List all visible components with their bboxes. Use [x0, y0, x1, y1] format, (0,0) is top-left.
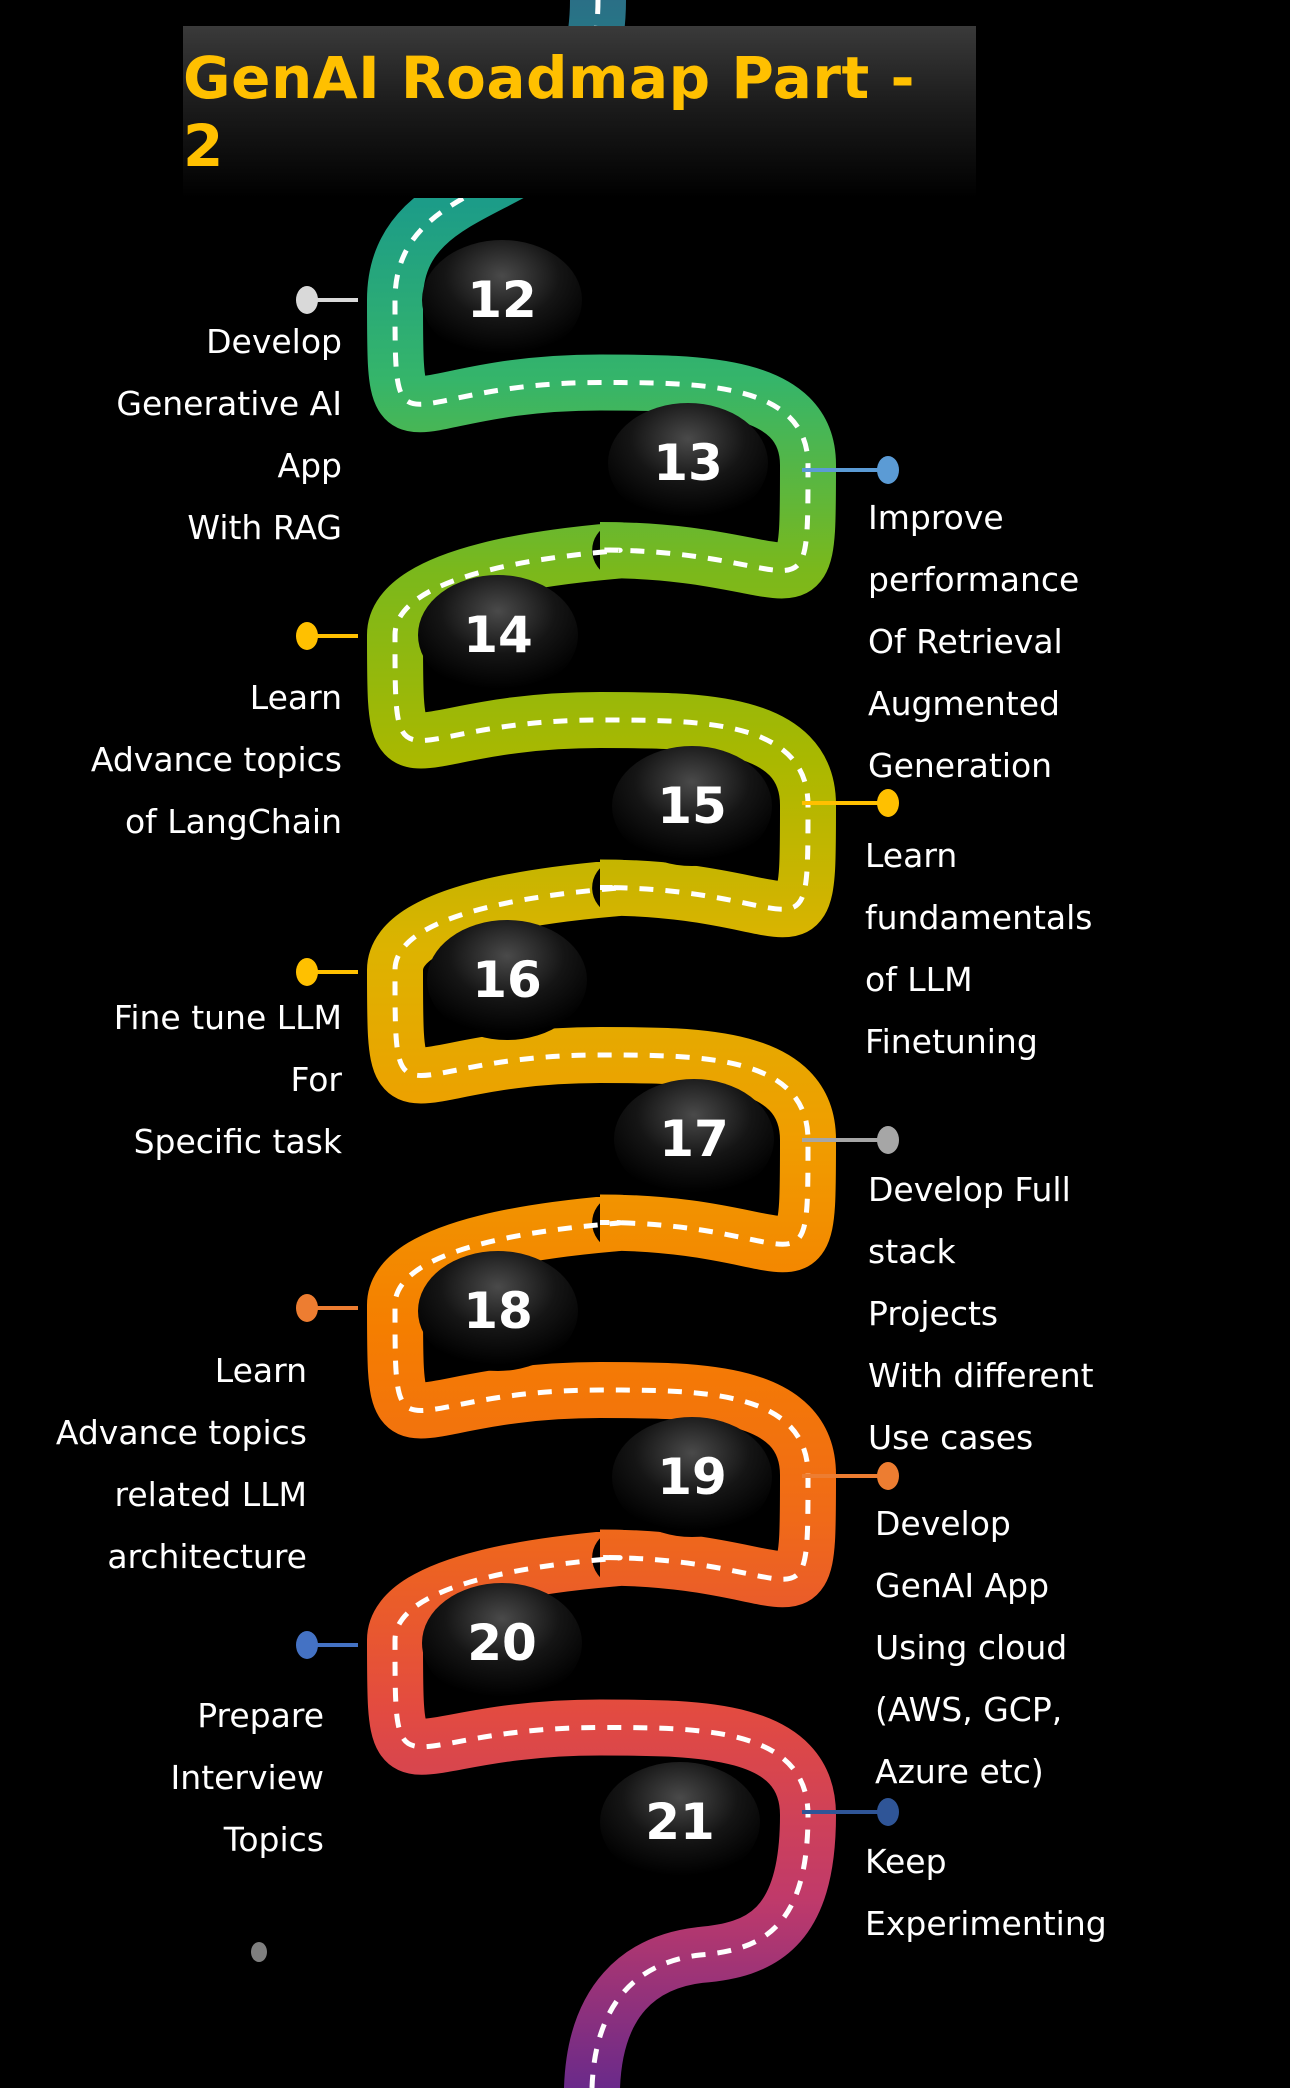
step-label-line: Azure etc) [875, 1752, 1044, 1791]
step-label-line: of LLM [865, 960, 973, 999]
decorative-dot [251, 1942, 267, 1962]
step-number-18: 18 [463, 1282, 533, 1340]
step-number-16: 16 [472, 951, 542, 1009]
step-label-line: Interview [170, 1758, 324, 1797]
step-dot-14 [296, 622, 318, 650]
step-label-line: Projects [868, 1294, 999, 1333]
step-label-line: Experimenting [865, 1904, 1107, 1943]
step-label-17: Develop Full stack Projects With different U… [868, 1168, 1094, 1460]
step-label-16: Fine tune LLM For Specific task [114, 996, 342, 1164]
step-label-line: Advance topics [55, 1413, 307, 1452]
step-label-line: stack [868, 1232, 956, 1271]
step-label-line: Specific task [133, 1122, 342, 1161]
step-label-14: Learn Advance topics of LangChain [91, 676, 342, 844]
step-label-line: Fine tune LLM [113, 998, 342, 1037]
step-label-line: Generative AI [116, 384, 342, 423]
step-label-line: Generation [868, 746, 1053, 785]
step-number-12: 12 [467, 271, 537, 329]
page-title: GenAI Roadmap Part - 2 [183, 44, 916, 180]
step-ball-12 [422, 240, 582, 360]
step-label-12: Develop Generative AI App With RAG [116, 320, 342, 550]
step-label-line: Improve [868, 498, 1004, 537]
step-dot-13 [877, 456, 899, 484]
step-label-18: Learn Advance topics related LLM architectu… [56, 1349, 307, 1579]
step-label-line: of LangChain [124, 802, 342, 841]
step-number-19: 19 [657, 1448, 727, 1506]
step-dot-21 [877, 1798, 899, 1826]
step-dot-18 [296, 1294, 318, 1322]
step-dot-19 [877, 1462, 899, 1490]
step-label-line: Develop [206, 322, 342, 361]
step-label-line: Of Retrieval [868, 622, 1063, 661]
title-banner: GenAI Roadmap Part - 2 [183, 26, 976, 198]
step-label-13: Improve performance Of Retrieval Augmented G… [868, 496, 1079, 788]
road-dashes [392, 0, 811, 2088]
step-label-line: Augmented [868, 684, 1060, 723]
step-label-line: architecture [107, 1537, 307, 1576]
step-dot-16 [296, 958, 318, 986]
step-ball-15 [612, 746, 772, 866]
step-ball-14 [418, 575, 578, 695]
step-label-line: With different [868, 1356, 1094, 1395]
step-label-line: related LLM [114, 1475, 307, 1514]
step-ball-20 [422, 1583, 582, 1703]
step-number-14: 14 [463, 606, 533, 664]
step-label-line: fundamentals [865, 898, 1093, 937]
step-ball-17 [614, 1079, 774, 1199]
step-ball-18 [418, 1251, 578, 1371]
step-number-13: 13 [653, 434, 723, 492]
step-ball-16 [427, 920, 587, 1040]
step-dot-17 [877, 1126, 899, 1154]
step-number-17: 17 [659, 1110, 729, 1168]
step-dot-20 [296, 1631, 318, 1659]
step-label-line: Topics [223, 1820, 324, 1859]
step-ball-19 [612, 1417, 772, 1537]
step-label-19: Develop GenAI App Using cloud (AWS, GCP, Azu… [875, 1502, 1067, 1794]
step-label-15: Learn fundamentals of LLM Finetuning [865, 834, 1093, 1064]
step-label-line: Using cloud [875, 1628, 1068, 1667]
step-ball-13 [608, 403, 768, 523]
step-label-line: performance [868, 560, 1080, 599]
step-dot-15 [877, 789, 899, 817]
step-label-21: Keep Experimenting [865, 1840, 1107, 1946]
step-label-line: Advance topics [90, 740, 342, 779]
step-label-line: Finetuning [865, 1022, 1038, 1061]
step-label-line: With RAG [187, 508, 342, 547]
step-label-line: (AWS, GCP, [875, 1690, 1063, 1729]
step-label-line: Develop Full [868, 1170, 1071, 1209]
step-label-line: Learn [865, 836, 958, 875]
step-label-line: Develop [875, 1504, 1011, 1543]
step-label-line: Use cases [868, 1418, 1034, 1457]
step-label-line: Learn [214, 1351, 307, 1390]
step-label-line: Learn [249, 678, 342, 717]
step-dot-12 [296, 286, 318, 314]
step-ball-21 [600, 1762, 760, 1882]
step-label-line: Keep [865, 1842, 947, 1881]
step-label-line: For [290, 1060, 342, 1099]
step-number-21: 21 [645, 1793, 715, 1851]
step-number-20: 20 [467, 1614, 537, 1672]
step-label-20: Prepare Interview Topics [171, 1694, 324, 1862]
step-number-15: 15 [657, 777, 727, 835]
step-label-line: Prepare [197, 1696, 324, 1735]
step-label-line: GenAI App [875, 1566, 1050, 1605]
step-label-line: App [277, 446, 342, 485]
